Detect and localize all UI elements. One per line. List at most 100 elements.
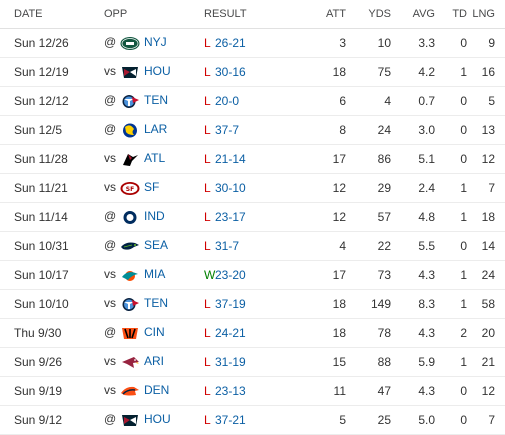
opponent-cell[interactable]: @ HOU [104, 405, 204, 435]
lng-value: 13 [467, 115, 505, 145]
broncos-logo-icon[interactable] [120, 383, 144, 397]
result-cell[interactable]: L 37-21 [204, 405, 304, 435]
score-link[interactable]: 37-21 [215, 413, 246, 427]
opponent-cell[interactable]: vs ATL [104, 144, 204, 174]
score-link[interactable]: 24-21 [215, 326, 246, 340]
game-date: Sun 12/19 [0, 57, 104, 87]
opponent-link[interactable]: ATL [144, 151, 166, 166]
score-link[interactable]: 37-7 [215, 123, 240, 137]
titans-logo-icon[interactable] [120, 296, 144, 311]
td-value: 0 [435, 144, 467, 174]
att-value: 5 [304, 405, 346, 435]
att-value: 12 [304, 202, 346, 232]
jets-logo-icon[interactable] [120, 35, 144, 50]
opponent-cell[interactable]: vs MIA [104, 260, 204, 290]
opponent-link[interactable]: TEN [144, 296, 168, 311]
opponent-cell[interactable]: vs SF SF [104, 173, 204, 203]
score-link[interactable]: 31-19 [215, 355, 246, 369]
opponent-link[interactable]: DEN [144, 383, 170, 398]
score-link[interactable]: 21-14 [215, 152, 246, 166]
score-link[interactable]: 30-10 [215, 181, 246, 195]
table-row: Sun 12/26 @ NYJ L 26-21 3 10 3.3 0 9 [0, 28, 505, 58]
opponent-cell[interactable]: @ LAR [104, 115, 204, 145]
yds-value: 149 [346, 289, 391, 319]
result-cell[interactable]: L 23-17 [204, 202, 304, 232]
opponent-cell[interactable]: vs TEN [104, 289, 204, 319]
opponent-cell[interactable]: @ CIN [104, 318, 204, 348]
opponent-cell[interactable]: @ TEN [104, 86, 204, 116]
bengals-logo-icon[interactable] [120, 325, 144, 339]
opponent-cell[interactable]: vs ARI [104, 347, 204, 377]
score-link[interactable]: 26-21 [215, 36, 246, 50]
opponent-link[interactable]: MIA [144, 267, 166, 282]
result-cell[interactable]: L 37-19 [204, 289, 304, 319]
score-link[interactable]: 31-7 [215, 239, 240, 253]
table-row: Sun 11/21 vs SF SF L 30-10 12 29 2.4 1 7 [0, 173, 505, 203]
opponent-link[interactable]: HOU [144, 412, 171, 427]
game-date: Sun 11/21 [0, 173, 104, 203]
result-cell[interactable]: L 26-21 [204, 28, 304, 58]
yds-value: 57 [346, 202, 391, 232]
yds-value: 75 [346, 57, 391, 87]
opponent-link[interactable]: CIN [144, 325, 165, 340]
score-link[interactable]: 30-16 [215, 65, 246, 79]
result-cell[interactable]: L 24-21 [204, 318, 304, 348]
opponent-link[interactable]: SF [144, 180, 160, 195]
opponent-link[interactable]: IND [144, 209, 165, 224]
avg-value: 8.3 [391, 289, 435, 319]
lng-value: 7 [467, 405, 505, 435]
falcons-logo-icon[interactable] [120, 151, 144, 166]
table-row: Sun 9/26 vs ARI L 31-19 15 88 5.9 1 21 [0, 347, 505, 377]
score-link[interactable]: 23-17 [215, 210, 246, 224]
result-cell[interactable]: L 31-19 [204, 347, 304, 377]
result-cell[interactable]: L 23-13 [204, 376, 304, 406]
header-opp: OPP [104, 0, 204, 29]
table-row: Sun 12/19 vs HOU L 30-16 18 75 4.2 1 16 [0, 57, 505, 87]
result-cell[interactable]: W23-20 [204, 260, 304, 290]
lng-value: 20 [467, 318, 505, 348]
opponent-link[interactable]: SEA [144, 238, 169, 253]
lng-value: 9 [467, 28, 505, 58]
texans-logo-icon[interactable] [120, 412, 144, 426]
att-value: 18 [304, 57, 346, 87]
yds-value: 29 [346, 173, 391, 203]
result-cell[interactable]: L 30-16 [204, 57, 304, 87]
dolphins-logo-icon[interactable] [120, 267, 144, 281]
table-row: Sun 12/5 @ LAR L 37-7 8 24 3.0 0 13 [0, 115, 505, 145]
opponent-cell[interactable]: @ IND [104, 202, 204, 232]
game-date: Sun 10/31 [0, 231, 104, 261]
result-cell[interactable]: L 31-7 [204, 231, 304, 261]
avg-value: 3.0 [391, 115, 435, 145]
opponent-link[interactable]: LAR [144, 122, 168, 137]
td-value: 1 [435, 347, 467, 377]
rams-logo-icon[interactable] [120, 122, 144, 138]
seahawks-logo-icon[interactable] [120, 238, 144, 252]
colts-logo-icon[interactable] [120, 209, 144, 224]
score-link[interactable]: 23-20 [215, 268, 246, 282]
cardinals-logo-icon[interactable] [120, 354, 144, 368]
win-loss-indicator: L [204, 355, 211, 369]
result-cell[interactable]: L 37-7 [204, 115, 304, 145]
texans-logo-icon[interactable] [120, 64, 144, 78]
opponent-link[interactable]: HOU [144, 64, 171, 79]
opponent-cell[interactable]: @ NYJ [104, 28, 204, 58]
score-link[interactable]: 37-19 [215, 297, 246, 311]
result-cell[interactable]: L 30-10 [204, 173, 304, 203]
game-date: Sun 11/28 [0, 144, 104, 174]
header-td: TD [435, 0, 467, 29]
opponent-link[interactable]: TEN [144, 93, 168, 108]
win-loss-indicator: L [204, 65, 211, 79]
result-cell[interactable]: L 20-0 [204, 86, 304, 116]
opponent-cell[interactable]: vs DEN [104, 376, 204, 406]
49ers-logo-icon[interactable]: SF [120, 180, 144, 195]
opponent-link[interactable]: ARI [144, 354, 165, 369]
score-link[interactable]: 20-0 [215, 94, 240, 108]
titans-logo-icon[interactable] [120, 93, 144, 108]
opponent-cell[interactable]: @ SEA [104, 231, 204, 261]
result-cell[interactable]: L 21-14 [204, 144, 304, 174]
opponent-cell[interactable]: vs HOU [104, 57, 204, 87]
score-link[interactable]: 23-13 [215, 384, 246, 398]
opponent-link[interactable]: NYJ [144, 35, 167, 50]
home-away-indicator: @ [104, 35, 117, 50]
td-value: 0 [435, 28, 467, 58]
